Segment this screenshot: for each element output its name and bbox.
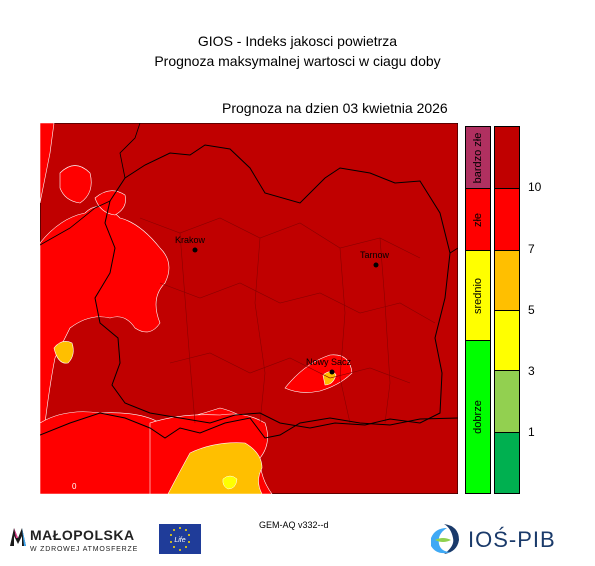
region-boundary xyxy=(94,144,451,429)
zone-orange-west xyxy=(53,341,74,364)
legend-category-label: bardzo złe xyxy=(472,132,484,183)
eu-life-logo-icon: Life xyxy=(159,524,201,554)
scale-band-10-plus xyxy=(495,127,519,189)
scale-tick-7: 7 xyxy=(528,242,535,256)
legend-category-zle: złe xyxy=(466,189,490,251)
scale-band-0-1 xyxy=(495,433,519,493)
zone-red-nowy-sacz xyxy=(284,354,353,393)
zone-red-left-edge xyxy=(40,123,55,204)
scale-band-3-5 xyxy=(495,311,519,371)
city-nowy-sacz: Nowy Sacz xyxy=(306,357,352,375)
malopolska-logo-icon xyxy=(10,528,26,546)
malopolska-logo-text: MAŁOPOLSKA xyxy=(30,527,135,543)
legend-category-label: dobrze xyxy=(472,400,484,434)
page-title: GIOS - Indeks jakosci powietrza xyxy=(197,33,398,49)
legend-category-label: srednio xyxy=(472,277,484,314)
scale-band-1-3 xyxy=(495,371,519,433)
legend-category-dobrze: dobrze xyxy=(466,341,490,493)
country-border xyxy=(40,412,458,439)
city-label-tarnow: Tarnow xyxy=(360,250,390,260)
voivodeship-boundary xyxy=(40,123,458,254)
map-corner-label: 0 xyxy=(72,482,77,491)
city-label-nowy-sacz: Nowy Sacz xyxy=(306,357,352,367)
county-boundaries xyxy=(139,217,436,424)
scale-band-5-7 xyxy=(495,251,519,311)
zone-red-north-blob xyxy=(59,165,92,204)
legend-category-bardzo-zle: bardzo złe xyxy=(466,127,490,189)
scale-tick-3: 3 xyxy=(528,364,535,378)
ios-pib-logo-icon xyxy=(431,524,459,554)
city-krakow: Krakow xyxy=(175,235,206,253)
legend-color-scale xyxy=(494,126,520,494)
scale-tick-1: 1 xyxy=(528,425,535,439)
zone-orange-south xyxy=(167,442,263,494)
legend-category-bar: bardzo złe złe srednio dobrze xyxy=(465,126,491,494)
ios-pib-logo-text: IOŚ-PIB xyxy=(468,527,556,552)
zone-orange-nowy-sacz xyxy=(322,371,337,386)
scale-tick-5: 5 xyxy=(528,303,535,317)
city-label-krakow: Krakow xyxy=(175,235,206,245)
zone-red-northeast-blob xyxy=(94,190,126,216)
model-version: GEM-AQ v332--d xyxy=(259,520,329,530)
zone-yellow-south xyxy=(222,475,238,490)
eu-life-label: Life xyxy=(174,537,185,544)
scale-band-7-10 xyxy=(495,189,519,251)
page-subtitle: Prognoza maksymalnej wartosci w ciagu do… xyxy=(154,53,441,69)
legend-category-label: złe xyxy=(472,212,484,227)
forecast-date: Prognoza na dzien 03 kwietnia 2026 xyxy=(222,100,448,116)
scale-tick-10: 10 xyxy=(528,180,542,194)
forecast-map: Krakow Tarnow Nowy Sacz 0 xyxy=(40,123,458,494)
malopolska-logo-subtext: W ZDROWEJ ATMOSFERZE xyxy=(30,546,139,553)
city-tarnow: Tarnow xyxy=(360,250,390,268)
legend-category-srednio: srednio xyxy=(466,251,490,341)
